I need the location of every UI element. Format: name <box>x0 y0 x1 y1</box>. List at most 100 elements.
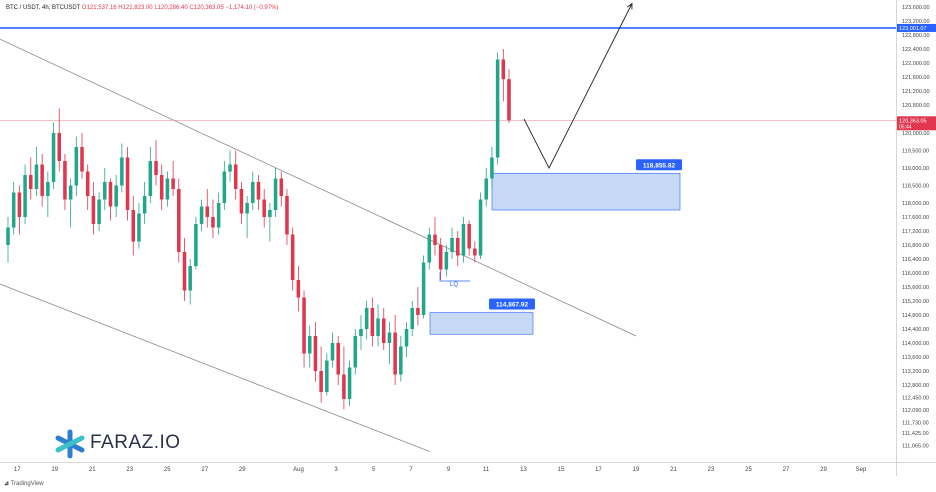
candle-body <box>325 360 329 392</box>
candle-body <box>80 147 84 172</box>
candle-body <box>285 196 289 235</box>
candle-body <box>495 59 500 158</box>
x-tick-label: 9 <box>447 467 451 473</box>
x-tick-label: 21 <box>670 467 677 473</box>
lower-demand-label-bg <box>489 298 535 310</box>
candle-body <box>262 199 266 217</box>
projection-path <box>523 3 633 169</box>
candle-body <box>484 178 488 200</box>
candle-body <box>490 157 494 179</box>
candle-body <box>364 308 369 329</box>
candle-body <box>336 343 340 375</box>
upper-demand-zone <box>491 172 681 211</box>
logo-text: FARAZ.IO <box>90 432 181 453</box>
current-price-label: 120,363.05 <box>899 118 927 124</box>
y-tick-label: 120,000.00 <box>902 131 930 137</box>
x-tick-label: 17 <box>595 467 602 473</box>
candle-body <box>216 203 221 228</box>
y-tick-label: 112,090.00 <box>902 408 929 414</box>
candle-body <box>404 329 409 347</box>
candle-body <box>11 192 16 228</box>
x-tick-label: 13 <box>520 467 527 473</box>
candle-body <box>399 346 403 375</box>
candle-body <box>171 178 175 189</box>
candle-body <box>91 196 96 224</box>
candle-body <box>245 203 249 214</box>
candle-body <box>251 182 255 203</box>
candle-body <box>137 213 141 242</box>
candle-body <box>177 189 181 252</box>
candle-body <box>114 185 118 207</box>
x-tick-label: 23 <box>126 467 133 473</box>
x-tick-label: 25 <box>745 467 752 473</box>
candle-body <box>461 224 466 256</box>
symbol-header: BTC / USDT, 4h, BTCUSDT O121,537.16 H121… <box>6 5 278 11</box>
candle-body <box>182 252 187 291</box>
candle-body <box>393 332 397 375</box>
upper-demand-label-bg <box>636 159 682 171</box>
x-tick-label: 19 <box>633 467 640 473</box>
lq-bracket <box>439 272 470 282</box>
candle-body <box>68 185 73 200</box>
y-tick-label: 115,200.00 <box>902 299 929 305</box>
x-tick-label: 5 <box>372 467 376 473</box>
tradingview-brand: ⊿ TradingView <box>4 481 44 487</box>
candle-body <box>40 164 44 196</box>
candle-body <box>51 133 56 182</box>
candle-body <box>342 374 346 399</box>
symbol-title: BTC / USDT, 4h, BTCUSDT <box>6 5 81 11</box>
tradingview-brand-label: TradingView <box>10 481 44 487</box>
asterisk-logo-icon <box>55 429 85 459</box>
x-tick-label: 21 <box>89 467 96 473</box>
x-tick-label: 17 <box>14 467 21 473</box>
y-tick-label: 119,500.00 <box>902 149 929 155</box>
candle-body <box>142 196 147 214</box>
current-price-tag <box>897 116 936 131</box>
candle-body <box>450 238 454 252</box>
candle-body <box>467 224 471 249</box>
x-tick-label: 23 <box>708 467 715 473</box>
candle-body <box>154 161 158 175</box>
candle-body <box>211 217 215 228</box>
candle-body <box>194 224 198 266</box>
candle-body <box>29 175 33 189</box>
y-tick-label: 122,400.00 <box>902 47 930 53</box>
y-tick-label: 111,730.00 <box>902 420 929 426</box>
y-tick-label: 116,800.00 <box>902 243 929 249</box>
candle-body <box>103 182 107 200</box>
channel-upper-line <box>0 38 637 337</box>
candle-body <box>347 367 352 399</box>
y-tick-label: 121,600.00 <box>902 75 930 81</box>
lower-demand-label: 114,867.92 <box>496 302 529 309</box>
y-tick-label: 114,800.00 <box>902 313 929 319</box>
y-tick-label: 116,000.00 <box>902 271 929 277</box>
candle-body <box>473 248 477 256</box>
candle-body <box>427 234 432 263</box>
x-tick-label: 25 <box>164 467 171 473</box>
y-tick-label: 111,065.00 <box>902 444 929 450</box>
y-tick-label: 122,800.00 <box>902 33 930 39</box>
candle-body <box>273 178 278 210</box>
candle-body <box>34 164 39 189</box>
candle-body <box>302 297 306 354</box>
candle-body <box>23 175 27 217</box>
projection-arrowhead <box>626 2 633 10</box>
candle-body <box>296 280 301 298</box>
candle-body <box>228 164 232 172</box>
y-tick-label: 120,800.00 <box>902 103 930 109</box>
x-tick-label: 29 <box>820 467 827 473</box>
candle-body <box>370 308 375 336</box>
y-tick-label: 116,400.00 <box>902 257 929 263</box>
y-tick-label: 117,600.00 <box>902 215 929 221</box>
candle-body <box>188 266 192 291</box>
candle-body <box>97 199 101 224</box>
candle-body <box>376 318 380 336</box>
candle-body <box>478 199 483 256</box>
y-tick-label: 111,425.00 <box>902 431 929 437</box>
candle-body <box>17 192 22 217</box>
y-tick-label: 121,200.00 <box>902 89 930 95</box>
y-tick-label: 115,600.00 <box>902 285 929 291</box>
candle-body <box>381 318 386 343</box>
candle-body <box>85 171 90 196</box>
